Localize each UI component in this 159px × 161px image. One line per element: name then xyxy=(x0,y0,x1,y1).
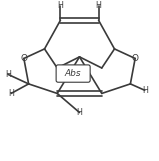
Text: H: H xyxy=(96,1,101,10)
Text: H: H xyxy=(5,70,11,79)
Text: O: O xyxy=(20,54,27,63)
Text: H: H xyxy=(77,108,82,117)
Text: O: O xyxy=(132,54,139,63)
Text: H: H xyxy=(142,86,148,95)
FancyBboxPatch shape xyxy=(56,65,90,82)
Text: Abs: Abs xyxy=(65,69,81,78)
Text: H: H xyxy=(8,89,14,98)
Text: H: H xyxy=(58,1,63,10)
